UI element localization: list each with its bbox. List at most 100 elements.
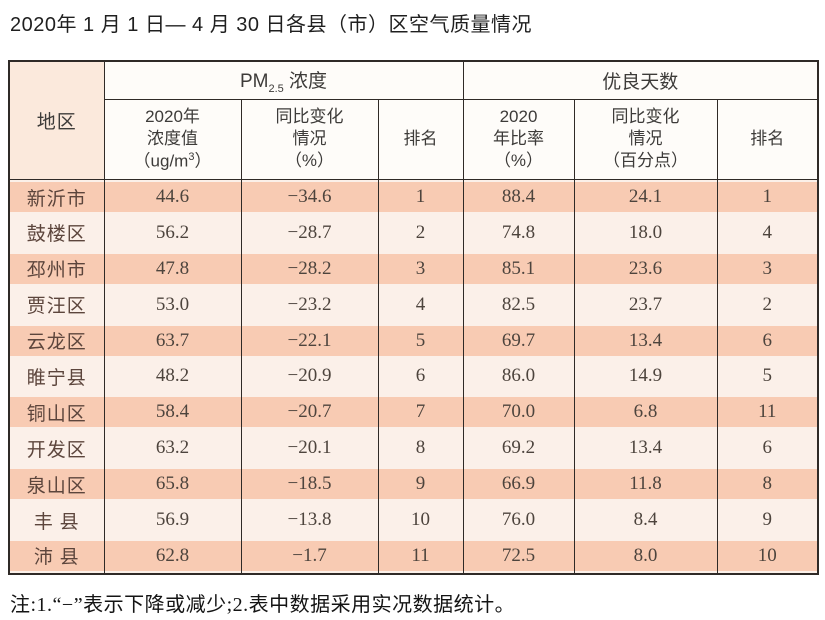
good-change-cell: 24.1	[573, 179, 718, 215]
pm-change-cell: −28.7	[240, 214, 379, 251]
good-rank-cell: 11	[716, 394, 819, 431]
air-quality-table: 地区 PM2.5 浓度 优良天数 2020年 浓度值 （ug/m3） 同比变化 …	[8, 60, 820, 575]
pm-change-line2: 情况	[292, 129, 327, 149]
pm-change-cell: −22.1	[240, 322, 379, 359]
good-change-cell: 18.0	[573, 214, 718, 251]
good-change-cell: 13.4	[573, 322, 718, 359]
region-cell: 新沂市	[8, 179, 105, 215]
table-row: 邳州市 47.8 −28.2 3 85.1 23.6 3	[8, 250, 819, 287]
pm-rank-cell: 6	[377, 358, 464, 395]
good-change-line2: 情况	[628, 129, 663, 149]
header-pm-change: 同比变化 情况 （%）	[240, 99, 379, 180]
header-good-rank: 排名	[716, 99, 819, 180]
good-rank-cell: 6	[716, 430, 819, 467]
pm-rank-label: 排名	[403, 129, 438, 149]
pm-change-cell: −1.7	[240, 538, 379, 574]
good-change-cell: 13.4	[573, 430, 718, 467]
good-rank-cell: 3	[716, 250, 819, 287]
region-cell: 鼓楼区	[8, 214, 105, 251]
page-title: 2020年 1 月 1 日— 4 月 30 日各县（市）区空气质量情况	[10, 14, 533, 36]
header-group-row: 地区 PM2.5 浓度 优良天数	[8, 61, 819, 180]
good-rate-cell: 88.4	[462, 179, 575, 215]
pm-change-cell: −20.1	[240, 430, 379, 467]
pm-rank-cell: 4	[377, 286, 464, 323]
pm-value-cell: 63.2	[103, 430, 242, 467]
good-rank-cell: 8	[716, 466, 819, 503]
pm-change-line3: （%）	[284, 150, 335, 170]
good-change-cell: 23.6	[573, 250, 718, 287]
table-row: 鼓楼区 56.2 −28.7 2 74.8 18.0 4	[8, 214, 819, 251]
pm-value-cell: 62.8	[103, 538, 242, 574]
footnote: 注:1.“−”表示下降或减少;2.表中数据采用实况数据统计。	[10, 594, 516, 616]
header-sub-row: 2020年 浓度值 （ug/m3） 同比变化 情况 （%） 排名 2020 年比…	[9, 99, 819, 180]
region-cell: 邳州市	[8, 250, 105, 287]
good-rate-cell: 76.0	[462, 502, 575, 539]
good-rate-cell: 69.2	[462, 430, 575, 467]
good-change-cell: 11.8	[573, 466, 718, 503]
good-rate-cell: 70.0	[462, 394, 575, 431]
pm-rank-cell: 7	[377, 394, 464, 431]
header-pm-rank: 排名	[377, 99, 464, 180]
pm-value-cell: 56.2	[103, 214, 242, 251]
good-rank-cell: 2	[716, 286, 819, 323]
pm-change-cell: −13.8	[240, 502, 379, 539]
table-row: 云龙区 63.7 −22.1 5 69.7 13.4 6	[8, 322, 819, 359]
table-row: 贾汪区 53.0 −23.2 4 82.5 23.7 2	[8, 286, 819, 323]
table-row: 开发区 63.2 −20.1 8 69.2 13.4 6	[8, 430, 819, 467]
good-rate-cell: 69.7	[462, 322, 575, 359]
header-region-label: 地区	[36, 111, 77, 133]
good-change-line1: 同比变化	[611, 107, 680, 127]
pm-value-line2: 浓度值	[147, 128, 198, 148]
pm-value-cell: 44.6	[103, 179, 242, 215]
table-row: 睢宁县 48.2 −20.9 6 86.0 14.9 5	[8, 358, 819, 395]
pm-value-cell: 47.8	[103, 250, 242, 287]
good-rate-cell: 72.5	[462, 538, 575, 574]
pm-change-cell: −20.9	[240, 358, 379, 395]
good-rate-cell: 82.5	[462, 286, 575, 323]
pm-value-cell: 58.4	[103, 394, 242, 431]
pm-label-sub: 2.5	[268, 82, 284, 95]
header-group-pm25: PM2.5 浓度	[103, 61, 464, 100]
pm-change-cell: −18.5	[240, 466, 379, 503]
region-cell: 开发区	[8, 430, 105, 467]
pm-unit-sup: 3	[188, 150, 195, 163]
region-cell: 睢宁县	[8, 358, 105, 395]
header-region: 地区	[8, 61, 105, 180]
pm-value-cell: 53.0	[103, 286, 242, 323]
header-pm-value: 2020年 浓度值 （ug/m3）	[103, 99, 242, 180]
region-cell: 云龙区	[8, 322, 105, 359]
pm-rank-cell: 2	[377, 214, 464, 251]
pm-value-cell: 48.2	[103, 358, 242, 395]
region-cell: 泉山区	[8, 466, 105, 503]
pm-value-unit: （ug/m3）	[105, 150, 240, 172]
good-change-cell: 8.4	[573, 502, 718, 539]
pm-change-line1: 同比变化	[275, 107, 344, 127]
table-body: 新沂市 44.6 −34.6 1 88.4 24.1 1 鼓楼区 56.2 −2…	[8, 179, 819, 574]
table-row: 丰 县 56.9 −13.8 10 76.0 8.4 9	[8, 502, 819, 539]
good-rank-cell: 9	[716, 502, 819, 539]
region-cell: 铜山区	[8, 394, 105, 431]
pm-change-cell: −23.2	[240, 286, 379, 323]
pm-change-cell: −34.6	[240, 179, 379, 215]
pm-rank-cell: 10	[377, 502, 464, 539]
table-row: 新沂市 44.6 −34.6 1 88.4 24.1 1	[8, 179, 819, 215]
pm-rank-cell: 11	[377, 538, 464, 574]
good-rank-cell: 5	[716, 358, 819, 395]
header-good-change: 同比变化 情况 （百分点）	[573, 99, 718, 180]
pm-rank-cell: 8	[377, 430, 464, 467]
good-rate-line1: 2020	[499, 107, 538, 127]
header-good-rate: 2020 年比率 （%）	[462, 99, 575, 180]
pm-change-cell: −28.2	[240, 250, 379, 287]
pm-rank-cell: 5	[377, 322, 464, 359]
good-rank-label: 排名	[750, 129, 785, 149]
pm-rank-cell: 3	[377, 250, 464, 287]
pm-value-line1: 2020年	[145, 107, 200, 127]
good-rate-cell: 74.8	[462, 214, 575, 251]
region-cell: 沛 县	[8, 538, 105, 574]
pm-change-cell: −20.7	[240, 394, 379, 431]
good-change-line3: （百分点）	[603, 150, 688, 170]
header-group-good-days: 优良天数	[462, 61, 819, 100]
pm-rank-cell: 9	[377, 466, 464, 503]
pm-value-cell: 63.7	[103, 322, 242, 359]
